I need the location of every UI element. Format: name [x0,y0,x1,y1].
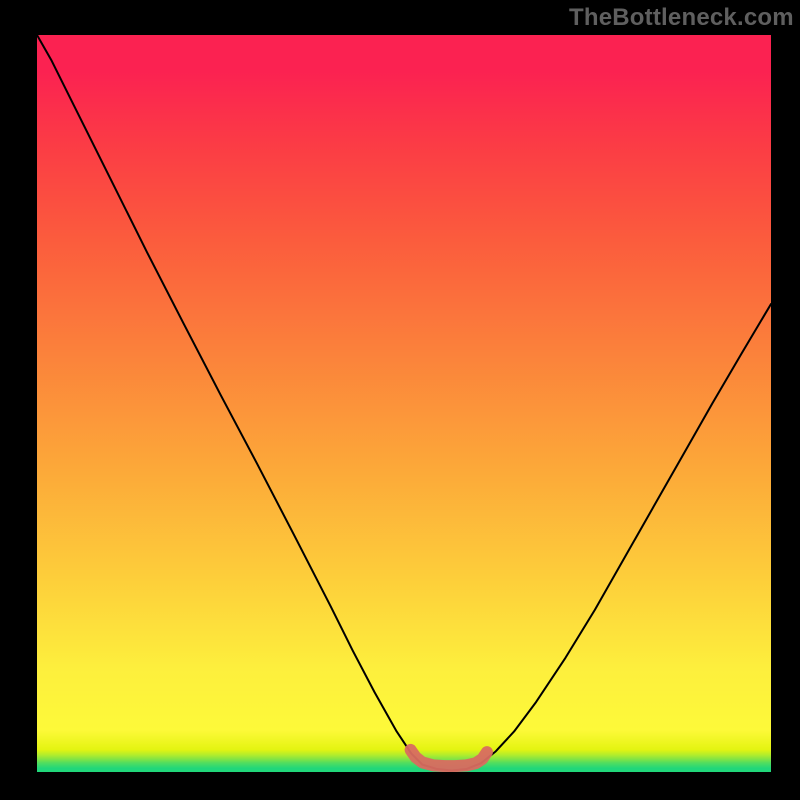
gradient-background [37,35,771,772]
watermark-text: TheBottleneck.com [569,4,794,32]
plot-area [37,35,771,772]
figure-container: TheBottleneck.com [0,0,800,800]
